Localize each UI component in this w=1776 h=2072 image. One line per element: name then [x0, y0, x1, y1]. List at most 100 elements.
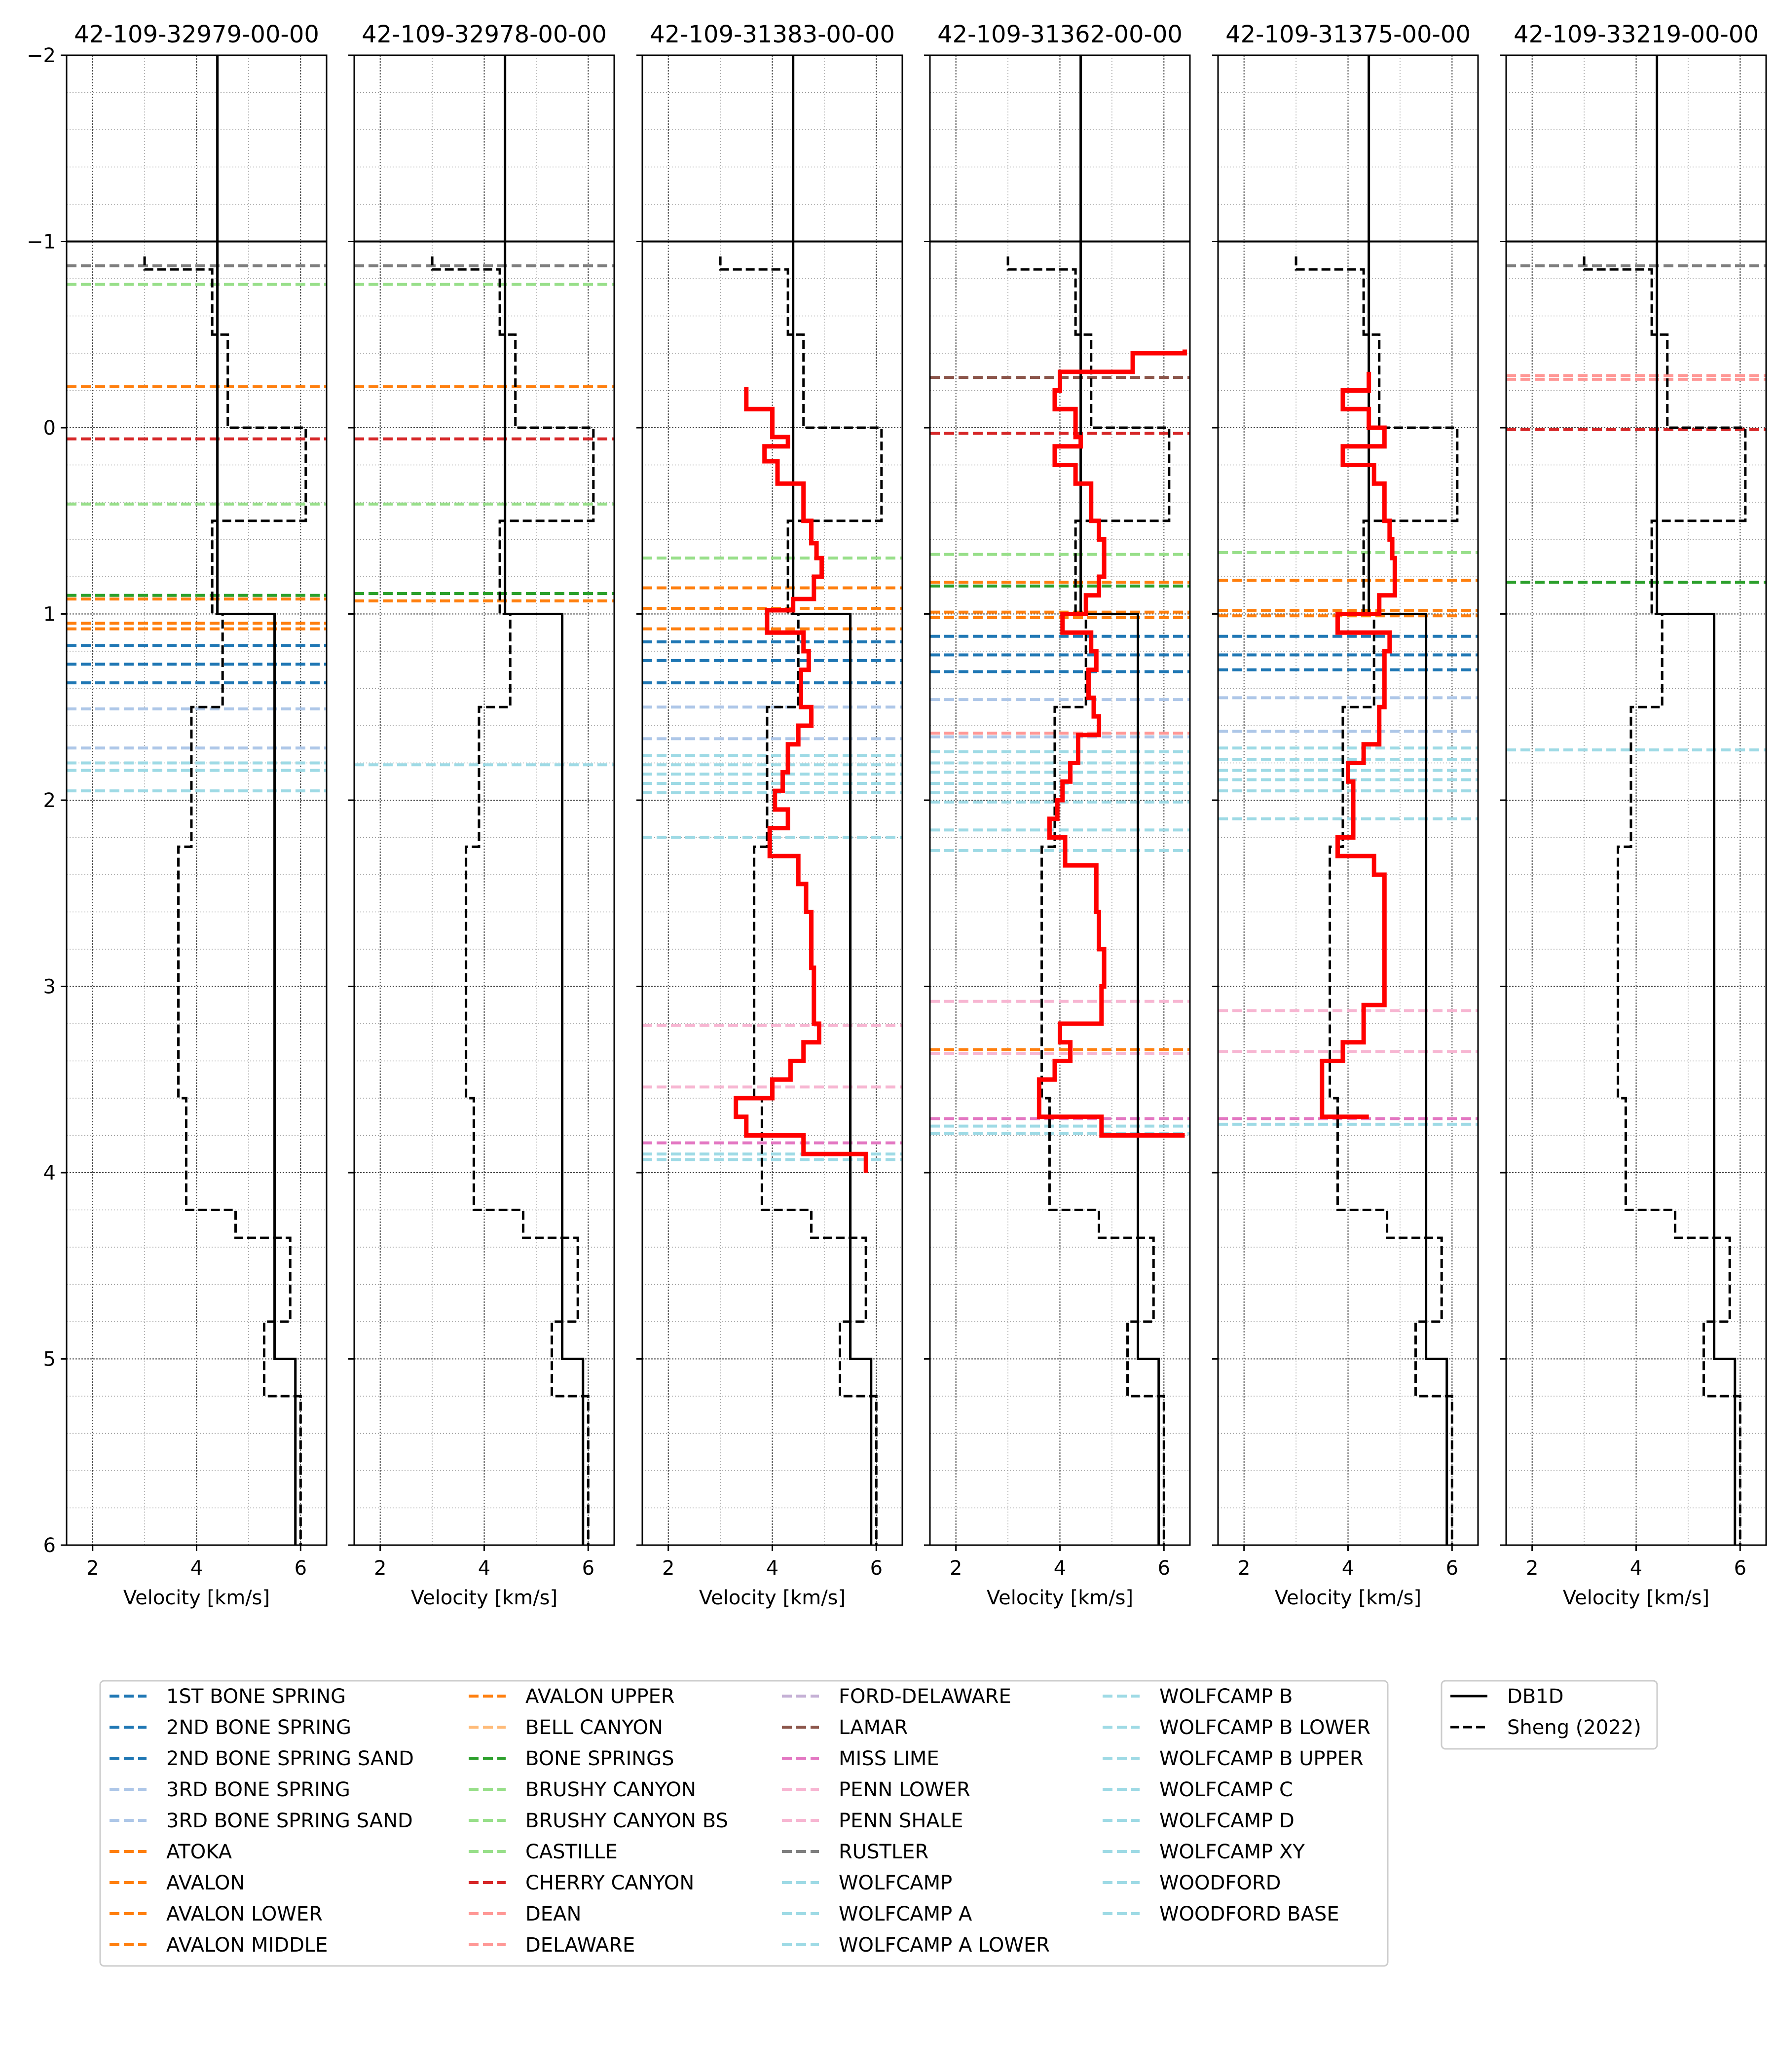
legend-label: BRUSHY CANYON [525, 1778, 696, 1801]
legend-frame [1441, 1680, 1658, 1750]
x-tick-label: 6 [582, 1557, 594, 1580]
y-tick-label: −2 [27, 44, 56, 67]
legend-label: PENN LOWER [839, 1778, 970, 1801]
y-tick-label: 6 [43, 1534, 56, 1557]
legend-label: 3RD BONE SPRING SAND [166, 1810, 413, 1832]
panel-title: 42-109-32978-00-00 [362, 21, 607, 48]
x-tick-label: 4 [1342, 1557, 1354, 1580]
x-tick-label: 6 [870, 1557, 883, 1580]
sheng-profile-line [431, 256, 595, 1545]
legend-label: AVALON UPPER [525, 1685, 675, 1708]
legend-label: 2ND BONE SPRING [166, 1716, 351, 1739]
legend-label: BRUSHY CANYON BS [525, 1810, 728, 1832]
x-axis-label: Velocity [km/s] [699, 1587, 846, 1609]
legend-label: CHERRY CANYON [525, 1872, 694, 1894]
x-axis-label: Velocity [km/s] [1563, 1587, 1709, 1609]
y-tick-label: 5 [43, 1348, 56, 1371]
legend-label: AVALON MIDDLE [166, 1934, 328, 1957]
legend-label: ATOKA [166, 1841, 232, 1863]
panel-5: 2 4 6 42-109-31375-00-00 Velocity [km/s] [1212, 21, 1479, 1609]
legend-label: CASTILLE [525, 1841, 618, 1863]
legend-label: WOLFCAMP [839, 1872, 952, 1894]
legend-label: AVALON LOWER [166, 1903, 323, 1925]
x-tick-label: 4 [190, 1557, 203, 1580]
y-tick-label: 4 [43, 1162, 56, 1184]
legend-label: MISS LIME [839, 1747, 939, 1770]
sheng-profile-line [1006, 256, 1171, 1545]
legend-label: PENN SHALE [839, 1810, 963, 1832]
panel-4: 2 4 6 42-109-31362-00-00 Velocity [km/s] [924, 21, 1191, 1609]
legend-label: BELL CANYON [525, 1716, 663, 1739]
x-axis-label: Velocity [km/s] [411, 1587, 557, 1609]
x-tick-label: 4 [1054, 1557, 1066, 1580]
y-tick-label: 0 [43, 417, 56, 440]
sheng-profile-line [1583, 256, 1747, 1545]
x-tick-label: 4 [478, 1557, 490, 1580]
x-tick-label: 2 [950, 1557, 962, 1580]
x-tick-label: 2 [662, 1557, 674, 1580]
panel-title: 42-109-33219-00-00 [1514, 21, 1759, 48]
x-axis-label: Velocity [km/s] [987, 1587, 1133, 1609]
legend-label: DEAN [525, 1903, 581, 1925]
panel-title: 42-109-31362-00-00 [937, 21, 1183, 48]
legend-label: 2ND BONE SPRING SAND [166, 1747, 414, 1770]
y-tick-label: 3 [43, 976, 56, 999]
legend-label: WOODFORD BASE [1159, 1903, 1339, 1925]
panel-title: 42-109-31383-00-00 [650, 21, 895, 48]
panel-title: 42-109-32979-00-00 [74, 21, 319, 48]
panel-2: 2 4 6 42-109-32978-00-00 Velocity [km/s] [348, 21, 615, 1609]
well-log-line [1036, 349, 1187, 1138]
x-tick-label: 2 [374, 1557, 386, 1580]
well-log-line [1320, 371, 1397, 1119]
legend-label: 1ST BONE SPRING [166, 1685, 346, 1708]
sheng-profile-line [143, 256, 307, 1545]
legend-label: BONE SPRINGS [525, 1747, 674, 1770]
legend-frame [99, 1680, 1389, 1967]
legend-label: LAMAR [839, 1716, 908, 1739]
x-tick-label: 6 [1158, 1557, 1170, 1580]
legend-label: AVALON [166, 1872, 245, 1894]
db1d-profile-line [1079, 55, 1160, 1545]
formation-legend: 1ST BONE SPRING 2ND BONE SPRING 2ND BONE S… [99, 1680, 1389, 1967]
db1d-profile-line [504, 55, 585, 1545]
x-axis-label: Velocity [km/s] [123, 1587, 270, 1609]
legend-label: RUSTLER [839, 1841, 928, 1863]
legend-label: DB1D [1507, 1685, 1564, 1708]
well-log-line [734, 386, 868, 1173]
legend-label: WOLFCAMP A [839, 1903, 972, 1925]
x-tick-label: 6 [295, 1557, 307, 1580]
legend-label: WOLFCAMP XY [1159, 1841, 1305, 1863]
x-tick-label: 6 [1734, 1557, 1746, 1580]
legend-label: 3RD BONE SPRING [166, 1778, 350, 1801]
y-tick-label: −1 [27, 231, 56, 254]
panel-title: 42-109-31375-00-00 [1225, 21, 1471, 48]
db1d-profile-line [1656, 55, 1737, 1545]
panel-3: 2 4 6 42-109-31383-00-00 Velocity [km/s] [636, 21, 903, 1609]
profile-legend: DB1D Sheng (2022) [1441, 1680, 1658, 1750]
panel-1: −2 −1 0 1 2 3 4 5 6 2 4 6 42-109-32979-00-00 Velocity… [27, 21, 328, 1609]
legend-label: WOLFCAMP B LOWER [1159, 1716, 1370, 1739]
legend-label: FORD-DELAWARE [839, 1685, 1011, 1708]
y-tick-label: 2 [43, 789, 56, 812]
legend-label: DELAWARE [525, 1934, 635, 1957]
x-tick-label: 4 [766, 1557, 778, 1580]
legend-label: WOLFCAMP B UPPER [1159, 1747, 1364, 1770]
y-tick-label: 1 [43, 603, 56, 626]
x-tick-label: 2 [86, 1557, 99, 1580]
db1d-profile-line [216, 55, 297, 1545]
sheng-profile-line [1295, 256, 1459, 1545]
x-tick-label: 2 [1526, 1557, 1538, 1580]
legend-label: WOLFCAMP C [1159, 1778, 1293, 1801]
x-tick-label: 6 [1446, 1557, 1458, 1580]
db1d-profile-line [792, 55, 873, 1545]
legend-label: WOODFORD [1159, 1872, 1281, 1894]
sheng-profile-line [719, 256, 883, 1545]
x-tick-label: 4 [1630, 1557, 1642, 1580]
legend-label: Sheng (2022) [1507, 1716, 1641, 1739]
x-tick-label: 2 [1238, 1557, 1250, 1580]
x-axis-label: Velocity [km/s] [1275, 1587, 1421, 1609]
legend-label: WOLFCAMP B [1159, 1685, 1293, 1708]
legend-label: WOLFCAMP A LOWER [839, 1934, 1050, 1957]
legend-label: WOLFCAMP D [1159, 1810, 1295, 1832]
